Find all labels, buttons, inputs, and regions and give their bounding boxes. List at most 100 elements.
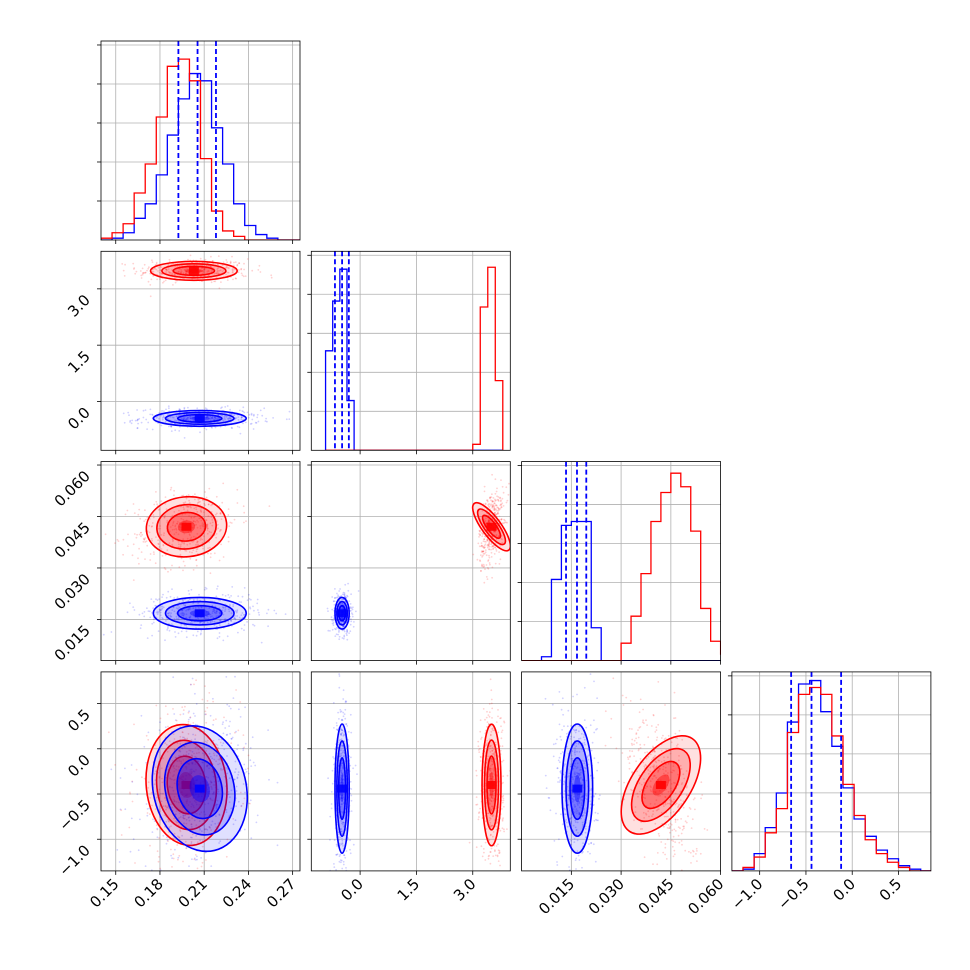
scatter-point	[252, 414, 255, 417]
scatter-point	[143, 777, 146, 780]
scatter-point	[177, 608, 180, 610]
scatter-point	[331, 769, 334, 772]
scatter-point	[192, 607, 195, 610]
scatter-point	[492, 768, 495, 770]
scatter-point	[187, 753, 190, 755]
scatter-point	[334, 596, 336, 599]
scatter-point	[486, 578, 489, 580]
scatter-point	[340, 734, 343, 737]
scatter-point	[574, 747, 576, 749]
scatter-point	[160, 266, 163, 269]
scatter-point	[643, 782, 646, 784]
scatter-point	[497, 715, 499, 718]
scatter-point	[247, 767, 249, 770]
scatter-point	[237, 773, 240, 776]
scatter-point	[173, 489, 176, 492]
scatter-point	[199, 525, 202, 527]
scatter-point	[206, 524, 208, 527]
scatter-point	[329, 630, 331, 632]
scatter-point	[216, 637, 219, 640]
scatter-point	[185, 751, 188, 753]
scatter-point	[169, 272, 172, 275]
scatter-point	[178, 525, 181, 528]
scatter-point	[475, 774, 478, 777]
scatter-point	[340, 728, 343, 731]
scatter-point	[206, 765, 209, 768]
scatter-point	[331, 596, 334, 598]
scatter-point	[218, 269, 221, 272]
scatter-point	[193, 857, 196, 860]
scatter-point	[168, 885, 170, 887]
scatter-point	[135, 768, 138, 771]
scatter-point	[153, 553, 155, 555]
scatter-point	[575, 812, 578, 815]
scatter-point	[195, 752, 198, 755]
scatter-point	[143, 538, 146, 541]
scatter-point	[149, 844, 151, 847]
scatter-point	[209, 522, 212, 525]
scatter-point	[665, 858, 668, 860]
scatter-point	[675, 802, 678, 805]
scatter-point	[209, 827, 212, 829]
panel-frame-1-1	[310, 250, 511, 451]
scatter-point	[342, 767, 345, 770]
scatter-point	[185, 270, 188, 273]
scatter-point	[343, 734, 346, 736]
scatter-point	[190, 772, 193, 775]
scatter-point	[692, 855, 695, 858]
scatter-point	[231, 736, 234, 739]
scatter-point	[192, 770, 195, 772]
scatter-point	[201, 698, 204, 701]
scatter-point	[193, 752, 195, 755]
scatter-point	[505, 501, 508, 504]
scatter-point	[185, 550, 188, 552]
scatter-point	[180, 269, 183, 271]
scatter-point	[171, 887, 173, 889]
scatter-point	[491, 793, 494, 796]
panel-3-3	[731, 671, 931, 871]
scatter-point	[638, 774, 641, 777]
scatter-point	[133, 609, 136, 611]
scatter-point	[133, 533, 136, 535]
scatter-point	[572, 778, 574, 781]
scatter-point	[129, 850, 132, 853]
scatter-point	[484, 543, 487, 546]
scatter-point	[493, 509, 496, 512]
scatter-point	[198, 820, 201, 822]
scatter-point	[482, 550, 484, 553]
scatter-point	[343, 713, 346, 715]
scatter-point	[229, 417, 232, 420]
scatter-point	[341, 772, 343, 775]
scatter-point	[188, 608, 190, 611]
scatter-point	[197, 543, 200, 546]
scatter-point	[165, 808, 168, 811]
scatter-point	[192, 712, 195, 715]
scatter-point	[186, 268, 188, 270]
scatter-point	[196, 858, 198, 861]
scatter-point	[627, 756, 629, 759]
scatter-point	[174, 813, 177, 815]
scatter-point	[240, 804, 243, 807]
scatter-point	[489, 745, 492, 747]
scatter-point	[197, 501, 200, 503]
scatter-point	[154, 766, 157, 769]
scatter-point	[623, 781, 625, 784]
scatter-point	[577, 832, 579, 834]
scatter-point	[187, 763, 190, 765]
scatter-point	[206, 706, 209, 709]
scatter-point	[494, 511, 497, 514]
scatter-point	[571, 797, 574, 800]
scatter-point	[574, 859, 577, 862]
scatter-point	[575, 729, 578, 732]
scatter-point	[643, 765, 646, 768]
scatter-point	[558, 761, 561, 763]
scatter-point	[493, 502, 496, 504]
scatter-point	[488, 745, 491, 747]
scatter-point	[334, 597, 336, 600]
scatter-cloud-group	[326, 473, 510, 641]
scatter-point	[174, 524, 177, 527]
scatter-point	[145, 734, 148, 737]
scatter-point	[242, 783, 245, 785]
scatter-point	[243, 746, 246, 749]
scatter-point	[224, 606, 227, 609]
